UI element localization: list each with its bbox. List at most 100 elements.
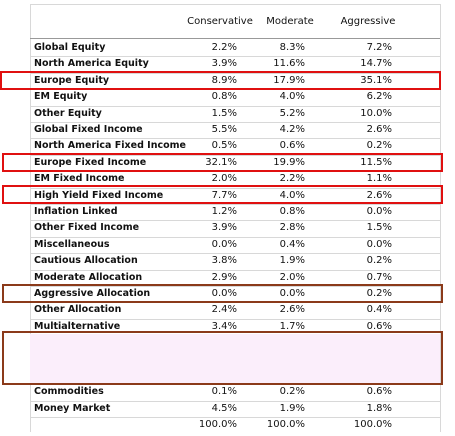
cell-value: 4.5% bbox=[211, 402, 237, 414]
cell-value: 0.2% bbox=[279, 386, 305, 398]
row-rule bbox=[30, 286, 440, 287]
row-rule bbox=[30, 400, 440, 402]
row-label: Multialternative bbox=[34, 320, 121, 332]
row-label: High Yield Fixed Income bbox=[34, 189, 164, 201]
cell-value: 1.1% bbox=[366, 173, 392, 185]
row-rule bbox=[30, 220, 440, 222]
cell-value: 1.8% bbox=[366, 402, 392, 414]
cell-value: 1.5% bbox=[211, 107, 237, 119]
row-label: Global Fixed Income bbox=[34, 124, 143, 135]
cell-value: 0.6% bbox=[279, 140, 305, 152]
cell-value: 0.8% bbox=[279, 206, 305, 217]
cell-value: 6.2% bbox=[366, 91, 392, 103]
cell-value: 0.2% bbox=[366, 255, 392, 267]
row-rule bbox=[30, 417, 440, 419]
cell-value: 2.0% bbox=[211, 173, 237, 185]
cell-value: 32.1% bbox=[205, 156, 237, 168]
row-label: Money Market bbox=[34, 402, 111, 414]
row-label: Other Fixed Income bbox=[34, 222, 140, 234]
cell-value: 2.4% bbox=[211, 304, 237, 316]
highlight-box bbox=[0, 71, 441, 90]
left-border bbox=[30, 4, 31, 432]
row-rule bbox=[30, 154, 440, 156]
cell-value: 3.9% bbox=[211, 58, 237, 70]
row-rule bbox=[30, 105, 440, 107]
cell-value: 35.1% bbox=[360, 74, 392, 86]
row-label: Miscellaneous bbox=[34, 238, 110, 250]
highlight-box bbox=[2, 284, 443, 303]
cell-value: 0.8% bbox=[211, 91, 237, 103]
cell-value: 1.9% bbox=[279, 402, 305, 414]
cell-value: 0.7% bbox=[366, 271, 392, 283]
cell-value: 0.5% bbox=[211, 140, 237, 152]
row-rule bbox=[30, 56, 440, 58]
highlight-box bbox=[2, 153, 443, 172]
cell-value: 11.6% bbox=[273, 58, 305, 70]
cell-value: 3.9% bbox=[211, 222, 237, 234]
cell-value: 2.9% bbox=[211, 271, 237, 283]
row-rule bbox=[30, 187, 440, 189]
cell-value: 7.2% bbox=[366, 42, 392, 53]
cell-value: 0.4% bbox=[366, 304, 392, 316]
cell-value: 0.0% bbox=[211, 238, 237, 250]
total-value: 100.0% bbox=[353, 419, 392, 431]
alternative-shade bbox=[30, 334, 440, 384]
cell-value: 5.5% bbox=[211, 124, 237, 135]
cell-value: 0.0% bbox=[366, 238, 392, 250]
cell-value: 0.0% bbox=[366, 206, 392, 217]
row-label: Moderate Allocation bbox=[34, 271, 143, 283]
cell-value: 1.9% bbox=[279, 255, 305, 267]
cell-value: 4.2% bbox=[279, 124, 305, 135]
column-header: Aggressive bbox=[340, 16, 396, 27]
cell-value: 2.2% bbox=[211, 42, 237, 53]
cell-value: 4.0% bbox=[279, 91, 305, 103]
cell-value: 8.9% bbox=[211, 74, 237, 86]
cell-value: 2.2% bbox=[279, 173, 305, 185]
header-rule bbox=[30, 38, 440, 39]
cell-value: 0.6% bbox=[366, 386, 392, 398]
row-label: Global Equity bbox=[34, 42, 106, 53]
row-rule bbox=[30, 318, 440, 320]
cell-value: 2.6% bbox=[366, 189, 392, 201]
row-label: North America Equity bbox=[34, 58, 149, 70]
row-rule bbox=[30, 253, 440, 255]
row-rule bbox=[30, 72, 440, 74]
cell-value: 0.4% bbox=[279, 238, 305, 250]
cell-value: 0.2% bbox=[366, 288, 392, 299]
row-label: Inflation Linked bbox=[34, 206, 118, 217]
column-header: Moderate bbox=[266, 16, 314, 27]
cell-value: 8.3% bbox=[279, 42, 305, 53]
cell-value: 1.5% bbox=[366, 222, 392, 234]
highlight-box bbox=[2, 185, 443, 204]
cell-value: 2.8% bbox=[279, 222, 305, 234]
cell-value: 0.0% bbox=[211, 288, 237, 299]
cell-value: 7.7% bbox=[211, 189, 237, 201]
row-label: Cautious Allocation bbox=[34, 255, 138, 267]
row-label: Other Equity bbox=[34, 107, 102, 119]
cell-value: 14.7% bbox=[360, 58, 392, 70]
row-label: EM Fixed Income bbox=[34, 173, 125, 185]
cell-value: 0.0% bbox=[279, 288, 305, 299]
row-label: Other Allocation bbox=[34, 304, 122, 316]
row-label: EM Equity bbox=[34, 91, 88, 103]
cell-value: 1.2% bbox=[211, 206, 237, 217]
cell-value: 5.2% bbox=[279, 107, 305, 119]
row-label: Commodities bbox=[34, 386, 104, 398]
cell-value: 0.6% bbox=[366, 320, 392, 332]
cell-value: 4.0% bbox=[279, 189, 305, 201]
right-border bbox=[440, 4, 441, 432]
cell-value: 3.8% bbox=[211, 255, 237, 267]
row-rule bbox=[30, 138, 440, 140]
row-rule bbox=[30, 236, 440, 238]
cell-value: 3.4% bbox=[211, 320, 237, 332]
top-border bbox=[30, 4, 440, 5]
row-label: Europe Equity bbox=[34, 74, 110, 86]
cell-value: 1.7% bbox=[279, 320, 305, 332]
cell-value: 0.2% bbox=[366, 140, 392, 152]
cell-value: 2.0% bbox=[279, 271, 305, 283]
row-rule bbox=[30, 269, 440, 271]
row-rule bbox=[30, 122, 440, 123]
cell-value: 2.6% bbox=[366, 124, 392, 135]
row-label: Europe Fixed Income bbox=[34, 156, 147, 168]
